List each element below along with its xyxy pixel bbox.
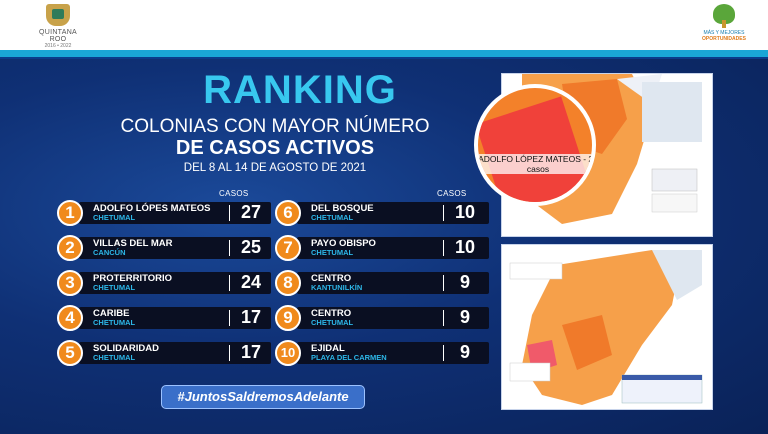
row-bar: CENTRO KANTUNILKÍN 9 [297, 272, 489, 294]
map-region [501, 244, 713, 410]
quintana-roo-logo: QUINTANA ROO 2016 • 2022 [30, 4, 86, 49]
city-name: PLAYA DEL CARMEN [311, 353, 387, 362]
colony-name: EJIDAL [311, 343, 345, 354]
hashtag-banner: #JuntosSaldremosAdelante [161, 385, 365, 409]
logo-right-text: MÁS Y MEJORES [703, 30, 745, 36]
logo-left-text: QUINTANA ROO [38, 29, 78, 43]
tree-icon [713, 4, 735, 28]
rank-badge: 9 [275, 305, 301, 331]
subtitle-line1: COLONIAS CON MAYOR NÚMERO [120, 116, 430, 137]
colony-name: CENTRO [311, 273, 352, 284]
row-divider [229, 310, 230, 326]
case-count: 27 [240, 202, 262, 222]
row-bar: PROTERRITORIO CHETUMAL 24 [79, 272, 271, 294]
row-bar: VILLAS DEL MAR CANCÚN 25 [79, 237, 271, 259]
case-count: 10 [454, 202, 476, 222]
city-name: CHETUMAL [93, 283, 136, 292]
case-count: 25 [240, 237, 262, 257]
city-name: CHETUMAL [311, 318, 354, 327]
row-divider [443, 345, 444, 361]
header-stripe [0, 50, 768, 57]
date-range: DEL 8 AL 14 DE AGOSTO DE 2021 [183, 162, 367, 174]
rank-badge: 6 [275, 200, 301, 226]
case-count: 24 [240, 272, 262, 292]
case-count: 9 [459, 272, 470, 292]
row-divider [229, 205, 230, 221]
rank-badge: 10 [275, 340, 301, 366]
header-stripe-dark [0, 57, 768, 59]
row-bar: CENTRO CHETUMAL 9 [297, 307, 489, 329]
map-zoom-callout: ADOLFO LÓPEZ MATEOS - 27 casos [474, 84, 596, 206]
case-count: 10 [454, 237, 476, 257]
city-name: KANTUNILKÍN [311, 283, 363, 292]
row-bar: EJIDAL PLAYA DEL CARMEN 9 [297, 342, 489, 364]
cases-header-right: CASOS [437, 189, 467, 198]
city-name: CHETUMAL [93, 353, 136, 362]
rank-badge: 8 [275, 270, 301, 296]
case-count: 9 [459, 307, 470, 327]
rank-badge: 2 [57, 235, 83, 261]
colony-name: PROTERRITORIO [93, 273, 172, 284]
header-bar: QUINTANA ROO 2016 • 2022 MÁS Y MEJORES O… [0, 0, 768, 52]
case-count: 9 [459, 342, 470, 362]
cases-header-left: CASOS [219, 189, 249, 198]
colony-name: PAYO OBISPO [311, 238, 376, 249]
rank-badge: 3 [57, 270, 83, 296]
logo-right-subtext: OPORTUNIDADES [702, 36, 746, 42]
case-count: 17 [240, 307, 262, 327]
map-region-graphic [502, 245, 712, 409]
city-name: CANCÚN [93, 248, 126, 257]
colony-name: VILLAS DEL MAR [93, 238, 173, 249]
rank-badge: 5 [57, 340, 83, 366]
row-divider [229, 345, 230, 361]
map-callout-label: ADOLFO LÓPEZ MATEOS - 27 casos [478, 154, 596, 174]
row-divider [443, 310, 444, 326]
row-divider [443, 205, 444, 221]
row-divider [443, 240, 444, 256]
rank-badge: 1 [57, 200, 83, 226]
subtitle-line2: DE CASOS ACTIVOS [175, 137, 375, 159]
row-divider [229, 240, 230, 256]
row-bar: ADOLFO LÓPES MATEOS CHETUMAL 27 [79, 202, 271, 224]
case-count: 17 [240, 342, 262, 362]
row-divider [229, 275, 230, 291]
row-bar: DEL BOSQUE CHETUMAL 10 [297, 202, 489, 224]
oportunidades-logo: MÁS Y MEJORES OPORTUNIDADES [694, 4, 754, 48]
city-name: CHETUMAL [93, 213, 136, 222]
logo-left-subtext: 2016 • 2022 [44, 43, 72, 49]
colony-name: CENTRO [311, 308, 352, 319]
city-name: CHETUMAL [311, 248, 354, 257]
colony-name: ADOLFO LÓPES MATEOS [93, 203, 211, 214]
row-bar: PAYO OBISPO CHETUMAL 10 [297, 237, 489, 259]
colony-name: CARIBE [93, 308, 130, 319]
coat-of-arms-icon [46, 4, 70, 26]
rank-badge: 7 [275, 235, 301, 261]
row-bar: CARIBE CHETUMAL 17 [79, 307, 271, 329]
colony-name: DEL BOSQUE [311, 203, 374, 214]
colony-name: SOLIDARIDAD [93, 343, 159, 354]
city-name: CHETUMAL [311, 213, 354, 222]
row-bar: SOLIDARIDAD CHETUMAL 17 [79, 342, 271, 364]
rank-badge: 4 [57, 305, 83, 331]
highlight-area [478, 96, 591, 202]
row-divider [443, 275, 444, 291]
city-name: CHETUMAL [93, 318, 136, 327]
page-title: RANKING [203, 68, 397, 112]
